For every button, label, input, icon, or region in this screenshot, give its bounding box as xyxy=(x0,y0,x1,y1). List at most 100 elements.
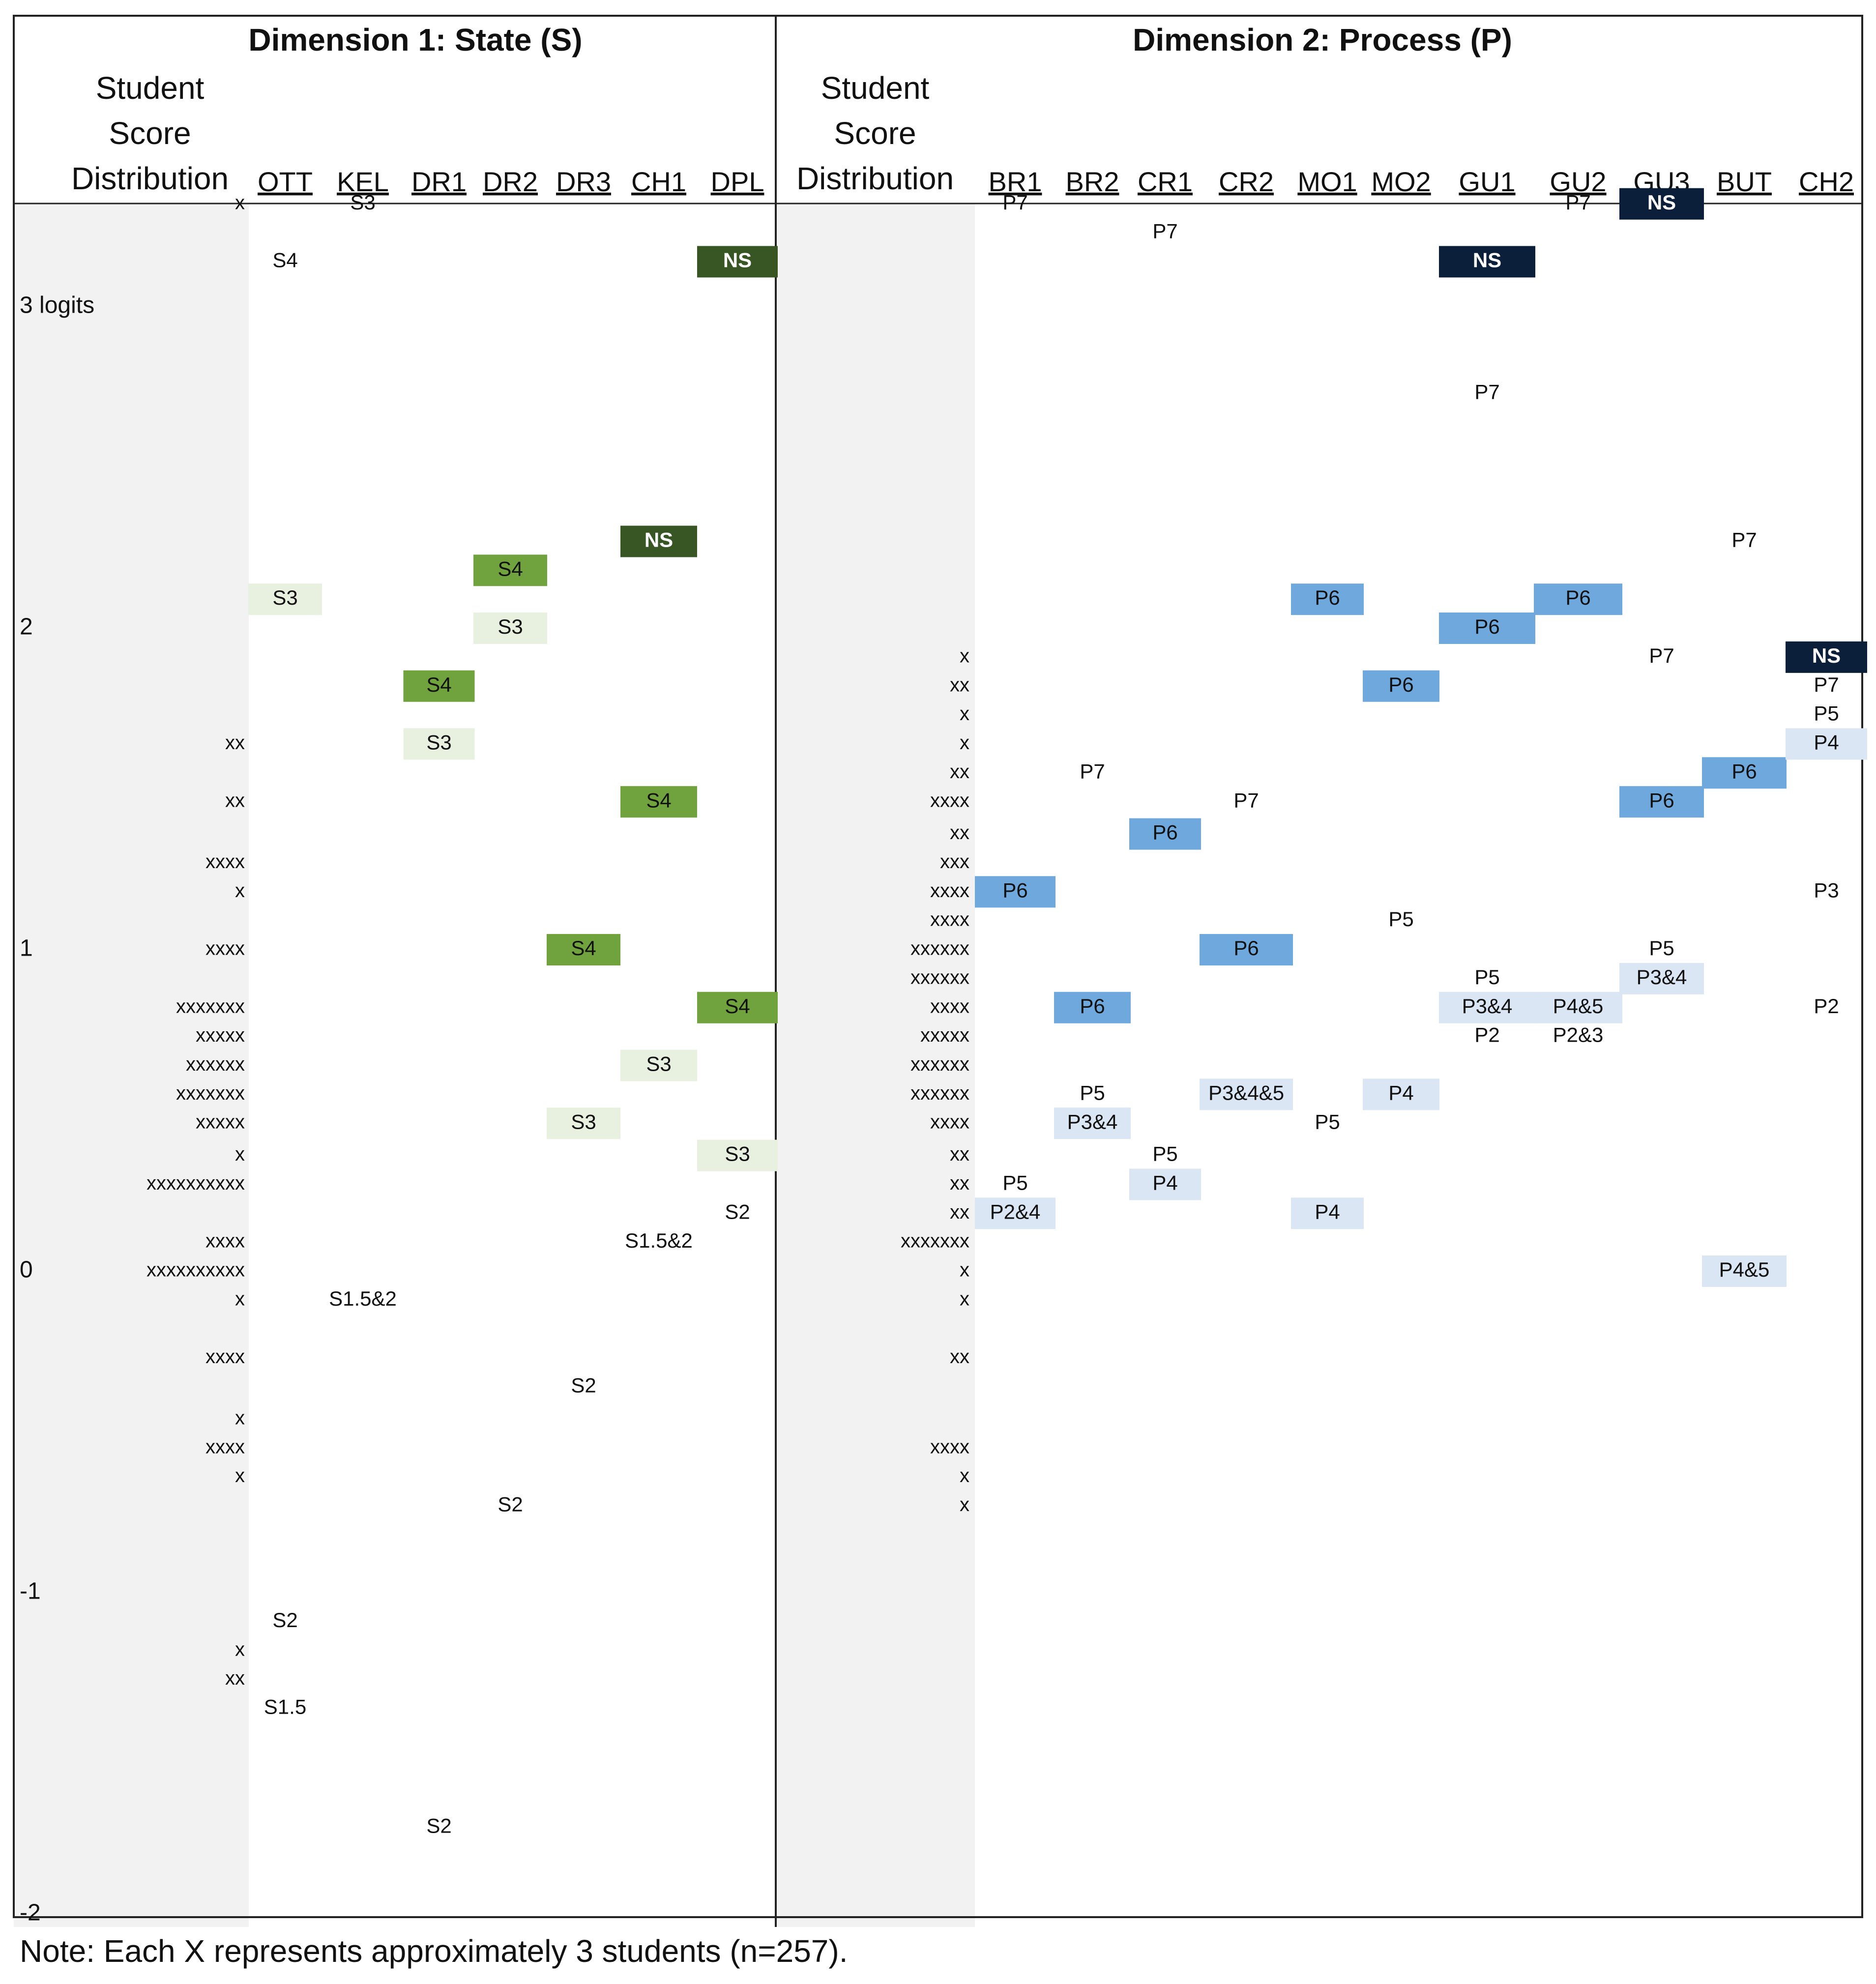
item-threshold-label: NS xyxy=(645,528,673,552)
item-threshold-box xyxy=(1619,786,1704,818)
item-threshold-label: P4 xyxy=(1814,731,1839,754)
student-distribution-mark: xxxx xyxy=(205,1436,245,1458)
item-threshold-label: P6 xyxy=(1388,673,1413,696)
distribution-header: Score xyxy=(109,116,191,151)
student-distribution-mark: x xyxy=(960,703,969,725)
item-threshold-label: P4 xyxy=(1315,1200,1340,1223)
item-threshold-label: S3 xyxy=(646,1052,671,1076)
item-threshold-label: S1.5&2 xyxy=(625,1229,693,1252)
item-threshold-label: S4 xyxy=(272,249,297,272)
item-threshold-box xyxy=(403,670,475,702)
item-threshold-box xyxy=(1619,963,1704,994)
student-distribution-mark: xxxx xyxy=(930,1111,969,1133)
logit-tick-label: 1 xyxy=(20,935,33,962)
item-threshold-box xyxy=(697,992,778,1023)
item-threshold-box xyxy=(1439,613,1535,644)
item-column-label: BR2 xyxy=(1066,166,1119,197)
student-distribution-mark: x xyxy=(235,1465,245,1487)
student-distribution-mark: x xyxy=(960,1259,969,1281)
item-threshold-box xyxy=(1363,1079,1439,1110)
item-threshold-box xyxy=(1054,992,1131,1023)
student-distribution-mark: xxxxxx xyxy=(910,1082,969,1104)
item-threshold-label: P5 xyxy=(1474,965,1499,989)
item-threshold-label: S2 xyxy=(426,1814,451,1838)
item-threshold-label: P3&4 xyxy=(1637,965,1687,989)
item-threshold-label: S4 xyxy=(571,936,596,960)
item-threshold-label: P6 xyxy=(1002,878,1027,902)
footnote: Note: Each X represents approximately 3 … xyxy=(20,1933,848,1969)
item-threshold-label: P5 xyxy=(1002,1171,1027,1195)
item-threshold-label: P7 xyxy=(1474,380,1499,404)
item-threshold-box xyxy=(975,1197,1055,1229)
student-distribution-mark: xx xyxy=(950,674,969,696)
item-threshold-box xyxy=(697,246,778,278)
student-distribution-mark: xxxxxxxxxx xyxy=(147,1172,245,1194)
student-distribution-mark: xx xyxy=(950,1172,969,1194)
item-column-label: MO1 xyxy=(1297,166,1357,197)
student-distribution-mark: xx xyxy=(225,732,245,754)
student-distribution-mark: x xyxy=(960,732,969,754)
student-distribution-mark: xx xyxy=(225,1667,245,1689)
item-threshold-label: S1.5&2 xyxy=(329,1287,397,1310)
item-threshold-box xyxy=(403,728,475,760)
student-distribution-mark: xx xyxy=(950,822,969,844)
student-distribution-mark: xxxx xyxy=(930,790,969,812)
item-threshold-label: P7 xyxy=(1649,644,1674,667)
student-distribution-mark: x xyxy=(235,1407,245,1429)
student-distribution-mark: x xyxy=(960,1494,969,1516)
student-distribution-mark: xxxxxx xyxy=(910,1053,969,1075)
item-threshold-label: P5 xyxy=(1152,1142,1177,1166)
item-threshold-box xyxy=(547,1108,620,1139)
item-threshold-label: P4 xyxy=(1388,1081,1413,1104)
logit-tick-label: 0 xyxy=(20,1257,33,1283)
item-threshold-box xyxy=(1702,757,1787,789)
item-threshold-box xyxy=(1129,818,1201,850)
item-threshold-label: NS xyxy=(1812,644,1841,667)
item-threshold-label: P6 xyxy=(1731,759,1757,783)
item-threshold-label: P5 xyxy=(1315,1110,1340,1133)
item-threshold-label: P3&4&5 xyxy=(1208,1081,1284,1104)
item-threshold-box xyxy=(547,934,620,965)
item-threshold-label: P3&4 xyxy=(1067,1110,1118,1133)
item-threshold-label: S4 xyxy=(725,994,750,1018)
item-threshold-label: P6 xyxy=(1233,936,1259,960)
item-threshold-label: P3&4 xyxy=(1462,994,1513,1018)
item-threshold-label: P7 xyxy=(1731,528,1757,552)
item-threshold-label: S3 xyxy=(725,1142,750,1166)
panel-title: Dimension 1: State (S) xyxy=(248,22,582,58)
item-column-label: DR1 xyxy=(411,166,467,197)
item-threshold-label: S4 xyxy=(498,557,523,580)
item-threshold-label: P7 xyxy=(1233,788,1259,812)
item-threshold-box xyxy=(248,584,322,615)
item-threshold-box xyxy=(1054,1108,1131,1139)
item-column-label: CH1 xyxy=(631,166,686,197)
item-threshold-label: P6 xyxy=(1474,615,1499,638)
item-threshold-box xyxy=(1702,1255,1787,1287)
student-distribution-mark: xxxx xyxy=(930,1436,969,1458)
student-distribution-mark: x xyxy=(235,192,245,213)
item-threshold-label: S3 xyxy=(272,586,297,609)
student-distribution-mark: x xyxy=(235,1638,245,1660)
panel-title: Dimension 2: Process (P) xyxy=(1133,22,1512,58)
student-distribution-mark: xxxx xyxy=(930,995,969,1017)
chart-border xyxy=(13,15,1863,1918)
item-threshold-label: P5 xyxy=(1649,936,1674,960)
item-column-label: OTT xyxy=(258,166,313,197)
item-threshold-box xyxy=(1363,670,1439,702)
distribution-band xyxy=(14,204,249,1927)
student-distribution-mark: x xyxy=(960,645,969,667)
student-distribution-mark: x xyxy=(960,1288,969,1310)
item-column-label: GU1 xyxy=(1459,166,1515,197)
item-threshold-label: S3 xyxy=(426,731,451,754)
student-distribution-mark: xxxxxxxxxx xyxy=(147,1259,245,1281)
item-threshold-box xyxy=(1786,728,1867,760)
student-distribution-mark: xxxxx xyxy=(920,1024,969,1046)
item-threshold-box xyxy=(473,554,547,586)
item-threshold-box xyxy=(1200,1079,1293,1110)
student-distribution-mark: xxxxx xyxy=(196,1111,245,1133)
distribution-header: Distribution xyxy=(71,161,229,196)
item-threshold-box xyxy=(1786,641,1867,673)
item-threshold-label: S2 xyxy=(571,1374,596,1397)
item-threshold-label: P5 xyxy=(1080,1081,1105,1104)
item-threshold-box xyxy=(620,525,697,557)
